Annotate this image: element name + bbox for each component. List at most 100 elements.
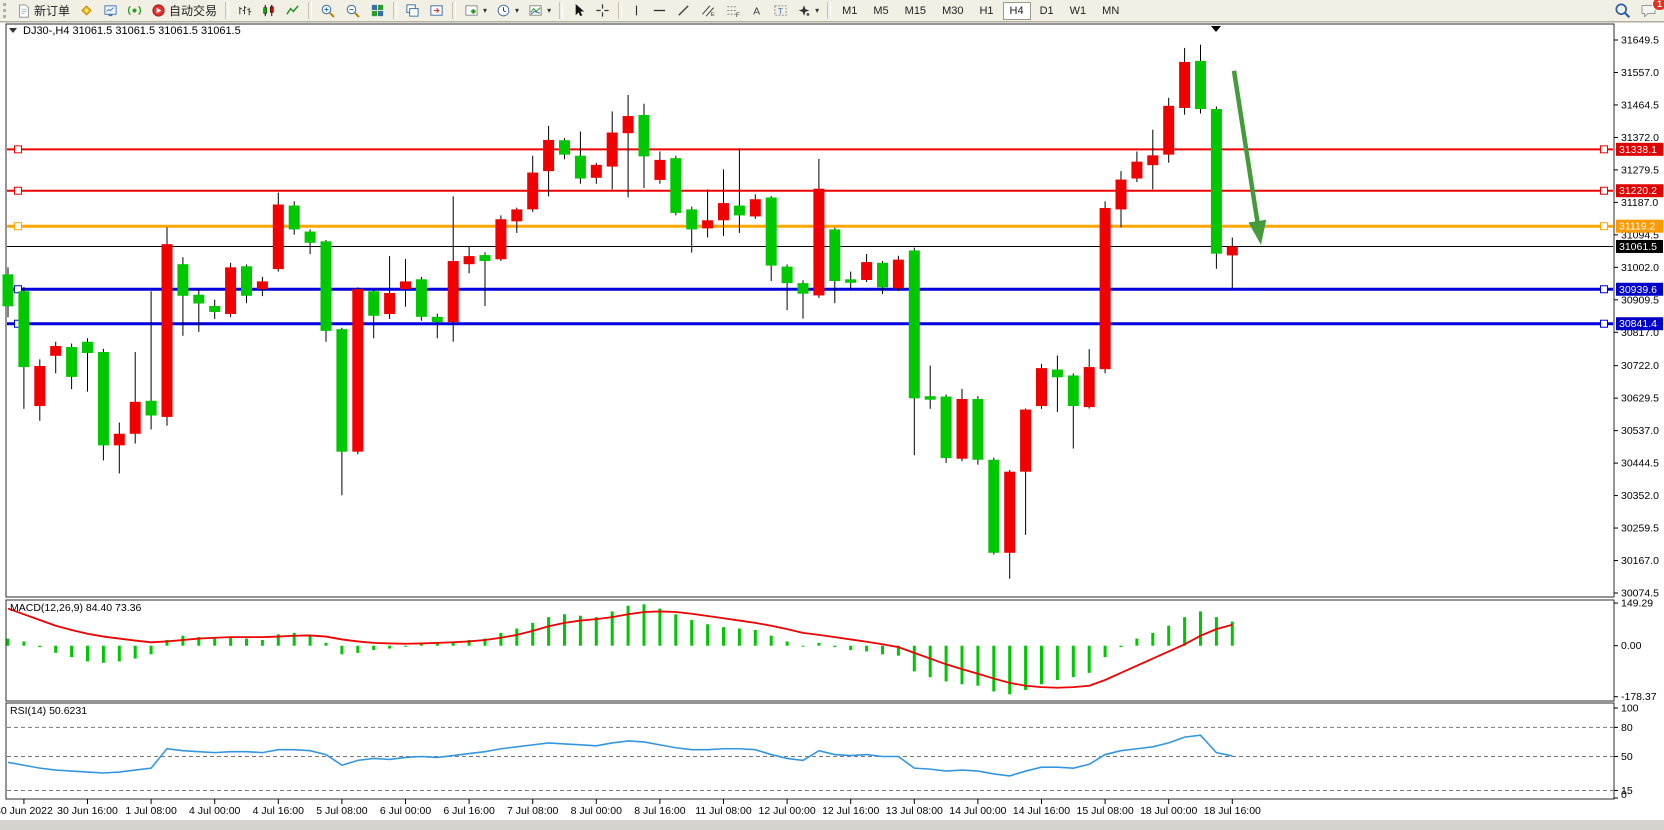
line-handle[interactable] [1600, 186, 1608, 195]
timeframe-H4[interactable]: H4 [1002, 1, 1031, 20]
candle [670, 158, 682, 213]
line-handle[interactable] [14, 145, 22, 154]
time-tick-label: 7 Jul 08:00 [507, 805, 559, 817]
cursor-button[interactable] [567, 1, 590, 21]
candle [733, 205, 745, 216]
periods-button[interactable]: ▾ [492, 1, 523, 21]
candle [463, 256, 475, 265]
vertical-line-button[interactable] [626, 1, 647, 21]
search-button[interactable] [1610, 1, 1635, 21]
time-tick-label: 6 Jul 00:00 [380, 805, 432, 817]
horizontal-line-button[interactable] [648, 1, 671, 21]
price-axis: 31649.5 31557.0 31464.5 31372.0 31279.5 31187… [1614, 35, 1663, 600]
candle [368, 291, 380, 316]
macd-panel: MACD(12,26,9) 84.40 73.36 149.29 0.00 -178.… [6, 598, 1657, 703]
candle [638, 114, 650, 157]
price-tick-label: 31279.5 [1621, 164, 1659, 176]
price-tick-label: 31557.0 [1621, 67, 1659, 79]
rsi-axis-label: 0 [1621, 789, 1627, 801]
auto-trading-button[interactable]: 自动交易 [147, 1, 221, 21]
line-chart-button[interactable] [281, 1, 304, 21]
line-handle[interactable] [1600, 319, 1608, 328]
time-tick-label: 12 Jul 00:00 [758, 805, 815, 817]
crosshair-button[interactable] [591, 1, 614, 21]
candle [225, 267, 237, 315]
line-handle[interactable] [14, 186, 22, 195]
timeframe-W1[interactable]: W1 [1063, 2, 1094, 20]
signal-button[interactable] [123, 1, 146, 21]
price-tick-label: 31187.0 [1621, 197, 1658, 209]
candle [543, 139, 555, 172]
candlestick-chart-button[interactable] [257, 1, 280, 21]
line-chart-icon [286, 5, 299, 15]
charts-window-button[interactable] [99, 1, 122, 21]
arrow-objects-button[interactable]: ▾ [793, 1, 823, 21]
equidistant-channel-button[interactable]: E [696, 1, 720, 21]
trendline-button[interactable] [672, 1, 695, 21]
timeframe-D1[interactable]: D1 [1033, 2, 1061, 20]
candle [1004, 471, 1016, 553]
candle [1083, 367, 1095, 408]
candle [2, 274, 14, 307]
scroll-to-end-button[interactable] [425, 1, 448, 21]
price-tick-label: 30352.0 [1621, 490, 1659, 502]
panel-borders [5, 23, 1615, 800]
separator [393, 2, 398, 19]
price-tick-label: 30167.0 [1621, 555, 1659, 567]
line-handle[interactable] [1600, 222, 1608, 231]
notification-badge[interactable]: 1 [1652, 0, 1664, 11]
price-tick-label: 31372.0 [1621, 132, 1659, 144]
timeframe-M1[interactable]: M1 [835, 2, 864, 20]
symbol-dropdown-icon[interactable] [9, 28, 17, 33]
toolbar-grip[interactable] [3, 3, 9, 18]
price-tick-label: 30444.5 [1621, 458, 1659, 470]
candle [924, 396, 936, 400]
zoom-out-button[interactable] [341, 1, 365, 21]
add-indicator-button[interactable]: ▾ [460, 1, 491, 21]
tile-windows-icon [371, 4, 384, 17]
timeframe-M15[interactable]: M15 [898, 2, 933, 20]
chart-template-icon [529, 5, 542, 16]
candle [447, 261, 459, 323]
zoom-in-button[interactable] [316, 1, 340, 21]
svg-text:E: E [711, 12, 715, 18]
text-button[interactable]: A [746, 1, 768, 21]
chart-template-button[interactable]: ▾ [524, 1, 555, 21]
timeframe-M30[interactable]: M30 [935, 2, 970, 20]
chart-shift-marker[interactable] [1211, 26, 1221, 32]
line-handle[interactable] [14, 222, 22, 231]
candle [479, 255, 491, 262]
timeframe-M5[interactable]: M5 [866, 2, 895, 20]
cascade-windows-button[interactable] [401, 1, 424, 21]
price-badge [1616, 184, 1663, 198]
arrow-head[interactable] [1248, 219, 1267, 245]
line-handle[interactable] [1600, 285, 1608, 294]
candle [622, 116, 634, 134]
timeframe-MN[interactable]: MN [1095, 2, 1126, 20]
candle [718, 203, 729, 221]
time-tick-label: 30 Jun 2022 [0, 805, 53, 817]
award-button[interactable] [75, 1, 98, 21]
line-handle[interactable] [14, 285, 22, 294]
fibonacci-button[interactable]: F [721, 1, 745, 21]
price-tick-label: 31649.5 [1621, 35, 1659, 47]
text-icon: A [753, 5, 760, 17]
signal-icon [127, 5, 142, 16]
bar-chart-button[interactable] [233, 1, 256, 21]
price-badge-label: 31220.2 [1619, 185, 1657, 197]
fibonacci-icon: F [727, 6, 740, 18]
tile-windows-button[interactable] [366, 1, 389, 21]
candle [145, 400, 157, 416]
timeframe-H1[interactable]: H1 [972, 2, 1000, 20]
rsi-axis-label: 50 [1621, 751, 1633, 763]
line-handle[interactable] [1600, 145, 1608, 154]
new-order-button[interactable]: 新订单 [13, 1, 74, 21]
candle [829, 229, 841, 282]
text-label-button[interactable]: T [769, 1, 792, 21]
chevron-down-icon: ▾ [483, 6, 488, 15]
time-tick-label: 14 Jul 16:00 [1013, 805, 1070, 817]
cascade-windows-icon [406, 4, 419, 17]
time-axis: 30 Jun 2022 30 Jun 16:00 1 Jul 08:00 4 Jul … [0, 799, 1261, 817]
